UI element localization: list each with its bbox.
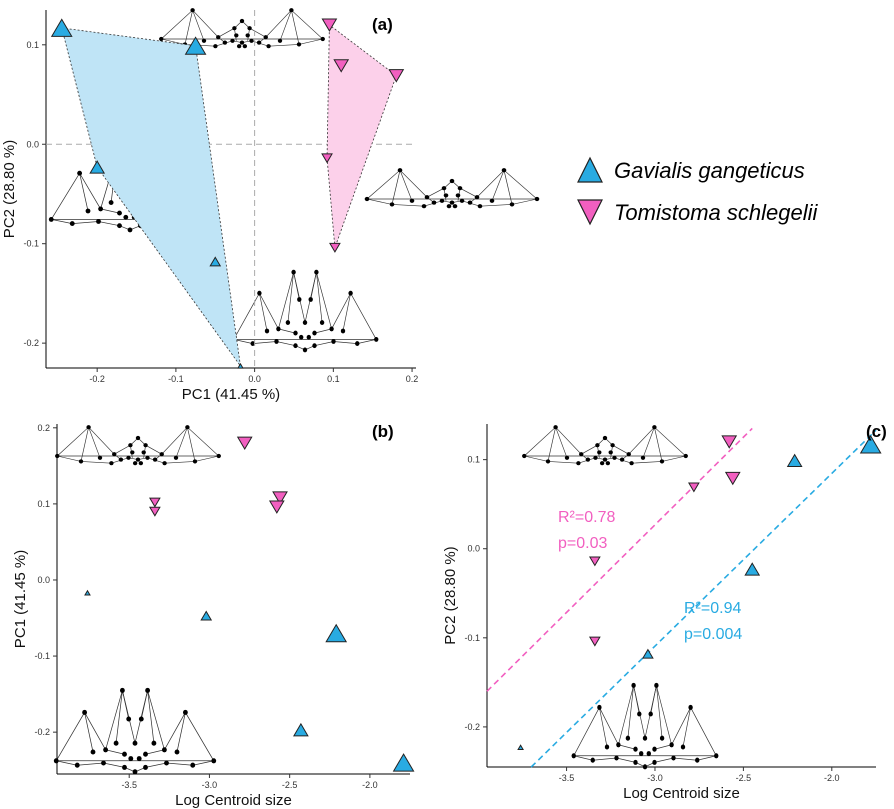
panel-b-point-gavialis: [200, 610, 213, 621]
panel-a-y-tick-label: -0.2: [23, 338, 39, 348]
panel-a-point-tomistoma: [321, 153, 333, 164]
panel-a-x-tick-label: -0.1: [168, 374, 184, 384]
panel-b-x-tick-label: -3.5: [121, 780, 137, 790]
panel-a-point-tomistoma: [333, 59, 350, 73]
panel-c-y-tick-label: -0.2: [464, 722, 480, 732]
panel-c-regression-gavialis: [530, 429, 877, 768]
panel-c-point-tomistoma: [721, 435, 738, 449]
panel-b-x-tick-label: -2.5: [282, 780, 298, 790]
panel-c-x-tick-label: -3.5: [559, 773, 575, 783]
legend-marker-gavialis: [577, 156, 603, 183]
panel-b-x-axis-title: Log Centroid size: [175, 792, 292, 809]
stats-gavialis: R²=0.94 p=0.004: [684, 600, 742, 643]
panel-b-y-tick-label: -0.2: [34, 727, 50, 737]
panel-b-point-gavialis: [293, 722, 309, 737]
stat-p-tomistoma: p=0.03: [558, 535, 607, 552]
panel-a-x-axis-title: PC1 (41.45 %): [182, 386, 280, 403]
panel-a-point-gavialis: [237, 362, 244, 369]
panel-c-label: (c): [866, 422, 887, 441]
panel-c-x-tick-label: -2.0: [824, 773, 840, 783]
panel-c-point-gavialis: [642, 648, 654, 659]
legend-label-gavialis: Gavialis gangeticus: [614, 158, 805, 183]
panel-b-y-axis-title: PC1 (41.45 %): [12, 550, 29, 648]
panel-b-x-tick-label: -3.0: [202, 780, 218, 790]
panel-a-plot: -0.2 -0.1 0.0 0.1 0.2 -0.2 -0.1 0.0 0.1 PC1 (41.4…: [1, 10, 418, 403]
panel-b-point-gavialis: [84, 589, 91, 596]
panel-b-point-tomistoma: [149, 497, 161, 508]
panel-c-y-axis-title: PC2 (28.80 %): [442, 546, 459, 644]
panel-a-x-tick-label: 0.2: [406, 374, 419, 384]
panel-a-point-gavialis: [209, 256, 222, 267]
stats-tomistoma: R²=0.78 p=0.03: [558, 509, 615, 552]
panel-b-point-tomistoma: [268, 500, 285, 514]
panel-b-x-tick-label: -2.0: [362, 780, 378, 790]
legend: Gavialis gangeticus Tomistoma schlegelii: [577, 156, 818, 226]
panel-c-point-tomistoma: [688, 482, 700, 493]
panel-b-y-tick-label: 0.1: [37, 499, 50, 509]
panel-a-point-tomistoma: [329, 242, 341, 253]
panel-a-x-tick-label: 0.0: [248, 374, 261, 384]
panel-b-label: (b): [372, 422, 394, 441]
panel-a-y-tick-label: 0.0: [26, 139, 39, 149]
panel-b-point-gavialis: [325, 623, 348, 643]
panel-c-x-tick-label: -2.5: [736, 773, 752, 783]
panel-c-point-tomistoma: [588, 636, 601, 647]
panel-a-point-gavialis: [50, 18, 73, 37]
panel-c-plot: -3.5 -3.0 -2.5 -2.0 -0.2 -0.1 0.0 0.1 Log Centro…: [442, 424, 882, 802]
stat-r2-gavialis: R²=0.94: [684, 600, 741, 617]
panel-b-point-tomistoma: [149, 506, 161, 517]
panel-b-point-gavialis: [392, 753, 415, 772]
panel-c-point-tomistoma: [588, 556, 601, 567]
panel-a-y-tick-label: -0.1: [23, 239, 39, 249]
legend-marker-tomistoma: [577, 199, 603, 226]
panel-c-point-tomistoma: [724, 471, 741, 486]
panel-c-point-gavialis: [517, 744, 524, 751]
panel-a-label: (a): [372, 15, 393, 34]
panel-b-y-tick-label: -0.1: [34, 651, 50, 661]
panel-a-hull-tomistoma: [326, 24, 397, 248]
legend-label-tomistoma: Tomistoma schlegelii: [614, 200, 818, 225]
panel-a-y-axis-title: PC2 (28.80 %): [1, 140, 18, 238]
panel-a-point-gavialis: [184, 36, 207, 55]
stat-r2-tomistoma: R²=0.78: [558, 509, 615, 526]
panel-c-y-tick-label: -0.1: [464, 633, 480, 643]
panel-c-point-gavialis: [859, 435, 882, 454]
panel-a-point-gavialis: [89, 160, 106, 174]
panel-a-y-tick-label: 0.1: [26, 40, 39, 50]
panel-b-plot: -3.5 -3.0 -2.5 -2.0 -0.2 -0.1 0.0 0.1 0.2 Log Cen…: [12, 423, 415, 809]
panel-b-point-tomistoma: [236, 436, 253, 450]
panel-c-point-gavialis: [786, 453, 803, 467]
panel-b-point-tomistoma: [272, 491, 288, 505]
panel-c-y-tick-label: 0.1: [467, 455, 480, 465]
panel-a-x-tick-label: -0.2: [89, 374, 105, 384]
panel-a-x-tick-label: 0.1: [327, 374, 340, 384]
stat-p-gavialis: p=0.004: [684, 626, 742, 643]
panel-c-point-gavialis: [744, 562, 761, 576]
panel-a-hull-gavialis: [61, 27, 241, 367]
panel-b-y-tick-label: 0.2: [37, 423, 50, 433]
panel-a-point-tomistoma: [388, 69, 405, 83]
panel-c-x-tick-label: -3.0: [647, 773, 663, 783]
panel-a-point-tomistoma: [321, 18, 338, 32]
panel-c-regression-tomistoma: [486, 427, 753, 692]
panel-c-y-tick-label: 0.0: [467, 544, 480, 554]
panel-c-x-axis-title: Log Centroid size: [623, 785, 740, 802]
panel-b-y-tick-label: 0.0: [37, 575, 50, 585]
